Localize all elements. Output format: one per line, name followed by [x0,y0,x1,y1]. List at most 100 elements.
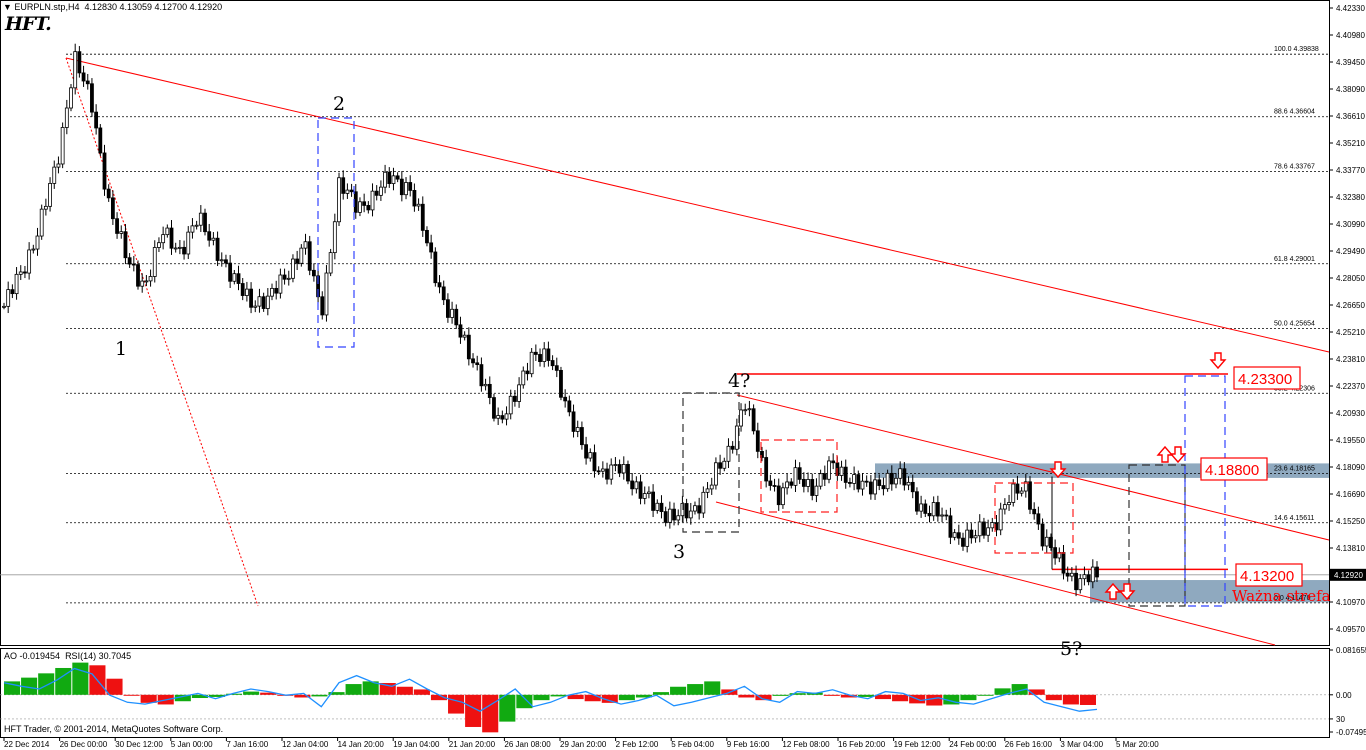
y-tick-label: 4.19550 [1336,436,1365,445]
fib-level-label: 23.6 4.18165 [1274,465,1315,472]
candle-body [215,237,220,261]
candle-body [492,397,496,419]
candle-body [743,409,748,412]
candle-body [270,287,274,297]
candle-body [429,242,434,253]
ao-bar [208,694,226,697]
price-label: 4.18800 [1205,462,1259,479]
copyright-text: HFT Trader, © 2001-2014, MetaQuotes Soft… [4,724,224,734]
candle-body [295,258,300,264]
candle-body [18,271,23,275]
y-tick-label: 4.38090 [1336,85,1365,94]
candle-body [64,107,69,128]
candle-body [781,487,785,506]
ao-bar [106,678,123,695]
ao-bar [1028,689,1045,695]
down-arrow-icon [1118,583,1136,601]
candle-body [667,508,672,523]
candle-body [1086,574,1091,583]
candle-body [232,273,237,282]
ind-tick-label: 0.00 [1336,691,1352,700]
candle-body [1049,536,1053,548]
candle-body [370,190,375,211]
candle-body [613,464,618,466]
ao-bar [892,694,909,702]
candle-body [177,246,182,249]
ao-bar [55,667,72,695]
y-tick-label: 4.29490 [1336,247,1365,256]
candle-body [408,182,413,191]
candle-body [211,237,216,241]
x-tick-label: 5 Jan 00:00 [171,740,213,749]
candle-body [207,231,212,241]
candle-body [219,259,224,262]
trendline [65,57,1330,353]
ao-bar [430,694,448,701]
candle-body [471,358,475,364]
candle-body [843,466,848,483]
candle-body [127,257,132,265]
price-label-box [1200,457,1268,481]
y-tick-label: 4.20930 [1336,409,1365,418]
ao-bar [601,694,618,703]
candle-body [584,444,588,459]
zone-label: Ważna strefa [1232,587,1331,605]
target-box-2 [1184,375,1226,607]
current-price-label: 4.12920 [1334,571,1363,580]
candle-body [278,274,283,294]
candle-body [261,296,266,309]
candle-body [814,485,819,496]
x-tick-label: 22 Dec 2014 [4,740,50,749]
candle-body [889,472,894,485]
candle-body [332,221,337,254]
candle-body [621,464,626,474]
candle-body [525,370,530,375]
price-label-box [1233,366,1301,390]
candle-body [337,177,341,223]
y-tick-label: 4.15250 [1336,517,1365,526]
candle-body [906,481,911,486]
candle-body [240,283,245,296]
correction-box-2 [994,482,1074,554]
candle-body [902,468,907,486]
up-arrow-icon [1156,445,1174,463]
candle-body [1095,566,1099,578]
candle-body [609,464,614,480]
candle-body [940,514,944,517]
candle-body [186,231,191,255]
y-tick-label: 4.39450 [1336,58,1365,67]
x-tick-label: 29 Jan 20:00 [560,740,607,749]
candle-body [353,191,358,213]
x-tick-label: 5 Feb 04:00 [671,740,714,749]
candle-body [106,188,111,199]
candle-body [73,51,78,89]
candle-body [249,288,253,308]
x-tick-label: 3 Mar 04:00 [1060,740,1103,749]
x-tick-label: 19 Feb 12:00 [894,740,942,749]
candle-body [395,175,400,180]
candle-body [722,460,727,469]
candle-body [617,464,622,474]
candle-body [85,80,90,85]
ao-bar [635,694,652,698]
candle-body [60,127,65,165]
target-box-1 [1128,464,1186,607]
candle-body [1019,490,1024,494]
candle-body [672,508,676,521]
candle-body [600,468,605,472]
candle-body [521,370,526,386]
candle-body [747,408,752,411]
ao-bar [140,694,157,703]
ao-bar [926,694,943,706]
candle-body [483,383,488,387]
candle-body [39,208,44,237]
candle-body [479,364,484,387]
ao-bar [550,694,567,697]
candle-body [894,477,898,485]
price-label: 4.13200 [1240,568,1294,585]
ao-bar [652,692,670,695]
candle-body [144,280,149,283]
candle-body [873,479,877,495]
x-tick-label: 14 Jan 20:00 [338,740,385,749]
